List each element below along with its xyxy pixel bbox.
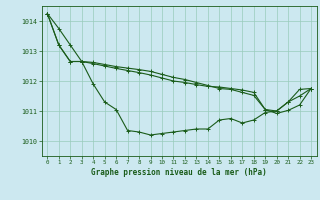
X-axis label: Graphe pression niveau de la mer (hPa): Graphe pression niveau de la mer (hPa): [91, 168, 267, 177]
